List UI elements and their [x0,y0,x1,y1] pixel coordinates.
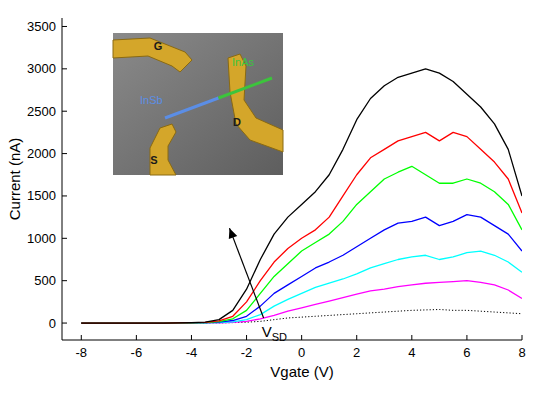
inset: G S D InSb InAs [113,33,283,175]
x-tick-label: -4 [186,345,198,360]
y-tick-label: 1500 [27,188,56,203]
x-axis-title: Vgate (V) [270,363,333,380]
y-tick [62,195,67,196]
y-axis [62,18,63,340]
x-axis [62,340,522,341]
electrode [228,54,283,152]
nanowire-segment [219,78,273,98]
annotation-arrowhead [229,228,237,239]
x-tick-label: -6 [131,345,143,360]
y-tick-label: 2000 [27,146,56,161]
x-tick [301,335,302,340]
electrode-label: G [154,40,163,52]
series-line [81,166,522,323]
series-line [81,281,522,323]
x-tick [81,335,82,340]
y-tick [62,26,67,27]
x-tick [356,335,357,340]
x-tick [411,335,412,340]
segment-label: InSb [140,94,163,106]
x-tick-label: 6 [463,345,470,360]
electrode-label: S [150,154,157,166]
annotation-text: VSD [262,323,287,343]
annotation-arrow [229,228,263,318]
y-tick [62,111,67,112]
y-axis-title: Current (nA) [6,138,23,221]
y-tick-label: 3500 [27,19,56,34]
segment-label: InAs [232,56,255,68]
annotation-main: V [262,323,272,340]
y-tick [62,280,67,281]
y-tick-label: 500 [34,273,56,288]
electrode-label: D [233,116,241,128]
y-tick [62,68,67,69]
electrode [150,124,176,175]
x-tick-label: -2 [241,345,253,360]
x-tick [191,335,192,340]
y-tick-label: 1000 [27,231,56,246]
x-tick [246,335,247,340]
electrode [113,38,192,72]
x-tick-label: 0 [298,345,305,360]
chart: -8 -6 -4 -2 0 2 4 6 8 0 500 1000 1500 2000 2500 3000 350… [0,0,535,412]
series-line [81,215,522,323]
y-tick-label: 2500 [27,104,56,119]
y-tick-label: 3000 [27,61,56,76]
x-tick [522,335,523,340]
series-line [81,309,522,323]
x-tick [136,335,137,340]
x-tick-label: 4 [408,345,415,360]
x-tick-label: 2 [353,345,360,360]
y-tick [62,323,67,324]
nanowire-segment [165,98,219,118]
inset-background [113,33,283,175]
y-tick-label: 0 [49,316,56,331]
y-tick [62,238,67,239]
annotation-sub: SD [272,331,287,343]
y-tick [62,153,67,154]
x-tick [466,335,467,340]
x-tick-label: -8 [76,345,88,360]
series-line [81,251,522,323]
x-tick-label: 8 [518,345,525,360]
